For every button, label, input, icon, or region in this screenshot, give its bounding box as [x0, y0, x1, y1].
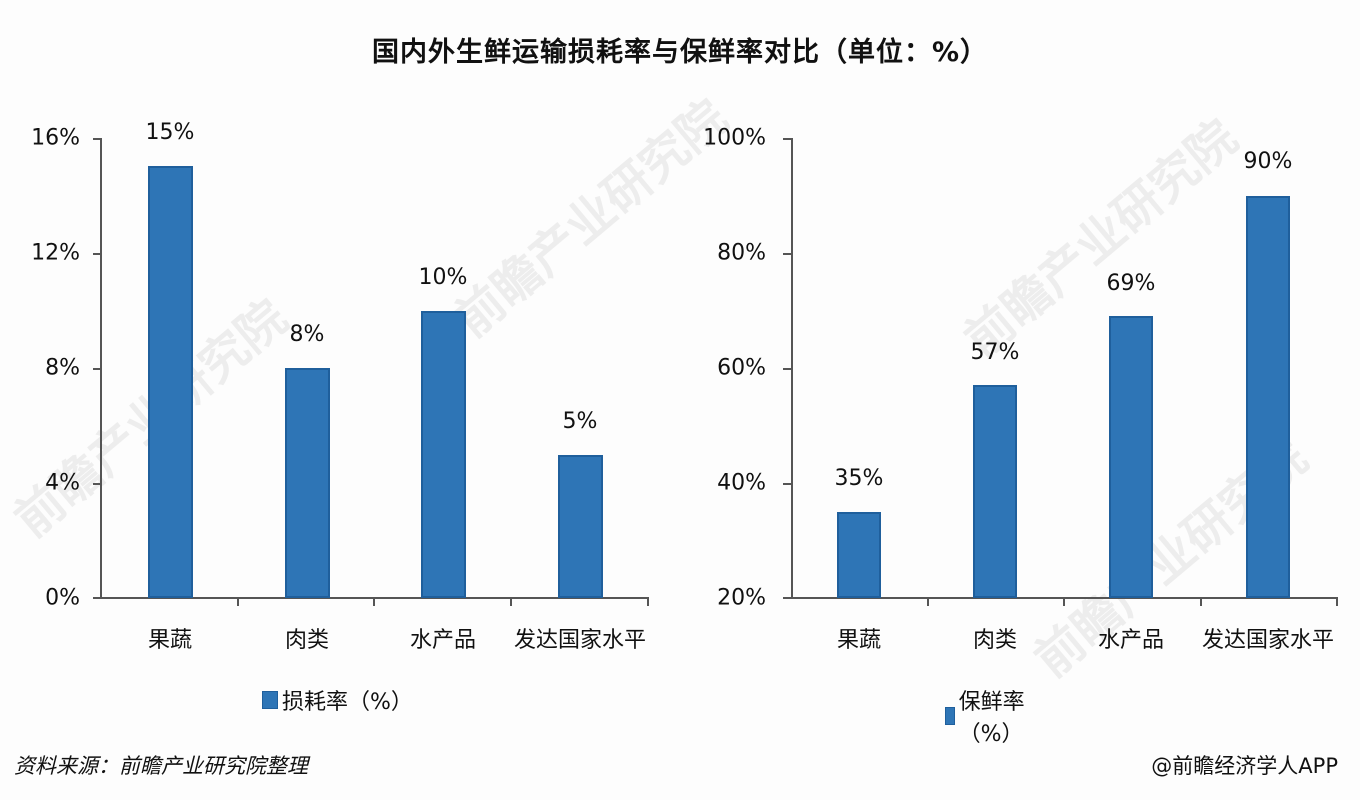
y-tick [93, 368, 101, 370]
x-tick-label: 肉类 [284, 628, 329, 653]
bar-fada-guojia[interactable] [1246, 196, 1290, 598]
y-axis [100, 138, 102, 599]
bar-guoshu[interactable] [148, 166, 193, 598]
data-label: 10% [418, 265, 468, 290]
y-tick [93, 483, 101, 485]
legend-swatch [262, 691, 278, 709]
x-tick [510, 597, 512, 606]
x-tick-label: 水产品 [1097, 628, 1164, 653]
data-label: 69% [1106, 271, 1156, 296]
y-tick-label: 20% [717, 585, 766, 611]
y-tick [93, 138, 101, 140]
y-axis [791, 138, 793, 599]
y-tick [783, 138, 791, 140]
x-tick-label: 水产品 [409, 628, 476, 653]
loss-rate-chart: 16% 12% 8% 4% 0% 15% 8% 10% 5% 果蔬 肉类 水产品… [0, 0, 680, 720]
legend-label: 保鲜率（%） [958, 690, 1025, 747]
x-tick [647, 597, 649, 606]
x-tick-label: 肉类 [972, 628, 1017, 653]
data-label: 35% [834, 466, 884, 491]
x-tick [1336, 597, 1338, 606]
data-label: 8% [289, 322, 325, 347]
x-tick [237, 597, 239, 606]
legend-swatch [945, 707, 955, 725]
x-tick [1063, 597, 1065, 606]
legend: 保鲜率（%） [945, 684, 1030, 748]
data-label: 57% [970, 340, 1020, 365]
x-tick-label: 果蔬 [147, 628, 192, 653]
x-tick-label: 果蔬 [836, 628, 881, 653]
data-label: 5% [562, 409, 598, 434]
legend-label: 损耗率（%） [282, 690, 413, 715]
watermark: 前瞻产业研究院 [954, 109, 1248, 369]
source-note: 资料来源：前瞻产业研究院整理 [14, 754, 308, 778]
y-tick-label: 100% [703, 125, 766, 151]
y-tick-label: 12% [31, 240, 80, 266]
y-tick-label: 40% [717, 470, 766, 496]
y-tick [783, 368, 791, 370]
freshness-rate-chart: 100% 80% 60% 40% 20% 35% 57% 69% 90% 果蔬 … [0, 0, 1338, 747]
y-tick-label: 80% [717, 240, 766, 266]
x-axis [93, 597, 649, 599]
y-tick-label: 60% [717, 355, 766, 381]
x-tick [373, 597, 375, 606]
data-label: 90% [1243, 149, 1293, 174]
bar-fada-guojia[interactable] [558, 455, 603, 598]
y-tick-label: 4% [45, 470, 80, 496]
x-tick-label: 发达国家水平 [1201, 628, 1334, 653]
bar-guoshu[interactable] [837, 512, 881, 598]
y-tick [783, 253, 791, 255]
y-tick-label: 16% [31, 125, 80, 151]
x-tick [1200, 597, 1202, 606]
bar-shuichanpin[interactable] [421, 311, 466, 598]
y-tick-label: 0% [45, 585, 80, 611]
credit: @前瞻经济学人APP [1151, 754, 1338, 778]
x-tick [927, 597, 929, 606]
y-tick [783, 483, 791, 485]
x-tick-label: 发达国家水平 [513, 628, 646, 653]
data-label: 15% [145, 120, 195, 145]
bar-shuichanpin[interactable] [1109, 316, 1153, 598]
y-tick [93, 253, 101, 255]
x-axis [783, 597, 1338, 599]
y-tick-label: 8% [45, 355, 80, 381]
chart-title: 国内外生鲜运输损耗率与保鲜率对比（单位：%） [371, 37, 989, 68]
legend: 损耗率（%） [262, 684, 413, 716]
bar-roulei[interactable] [285, 368, 330, 598]
bar-roulei[interactable] [973, 385, 1017, 598]
